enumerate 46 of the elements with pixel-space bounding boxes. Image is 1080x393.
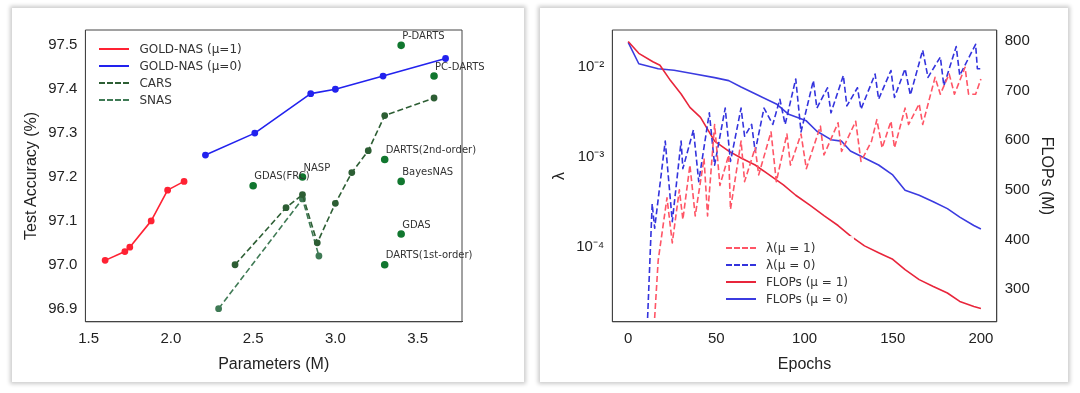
y-tick-label: 97.5 xyxy=(48,35,78,53)
x-tick-label: 100 xyxy=(792,328,818,346)
y2-tick-label: 800 xyxy=(1004,31,1030,49)
x-tick-label: 150 xyxy=(880,328,906,346)
legend-label: GOLD-NAS (μ=0) xyxy=(139,58,242,73)
y-tick-label: 97.1 xyxy=(48,211,78,229)
x-tick-label: 3.0 xyxy=(324,328,346,346)
legend-label: GOLD-NAS (μ=1) xyxy=(139,41,242,56)
y-tick-label: 97.3 xyxy=(48,123,78,141)
y-tick-label: 96.9 xyxy=(48,298,78,316)
annotation: PC-DARTS xyxy=(435,60,485,72)
y2-tick-label: 700 xyxy=(1004,80,1030,98)
y-axis-title: λ xyxy=(550,171,568,180)
y2-tick-label: 600 xyxy=(1004,130,1030,148)
y2-axis-title: FLOPs (M) xyxy=(1038,136,1056,216)
x-tick-label: 2.0 xyxy=(160,328,182,346)
x-axis-title: Epochs xyxy=(777,354,832,372)
legend-label: λ(μ = 0) xyxy=(765,258,816,273)
x-axis-title: Parameters (M) xyxy=(218,354,330,372)
legend-label: SNAS xyxy=(139,92,172,107)
y-tick-label: 97.0 xyxy=(48,254,78,272)
annotation: P-DARTS xyxy=(402,29,445,41)
y-tick-label: 97.2 xyxy=(48,167,78,185)
x-tick-label: 0 xyxy=(624,328,633,346)
y-tick-label: 10⁻⁴ xyxy=(576,236,605,254)
y2-tick-label: 400 xyxy=(1004,229,1030,247)
annotation: DARTS(2nd-order) xyxy=(385,144,477,156)
x-tick-label: 3.5 xyxy=(407,328,429,346)
legend-label: CARS xyxy=(139,75,172,90)
annotation: DARTS(1st-order) xyxy=(385,249,473,261)
y-axis-title: Test Accuracy (%) xyxy=(22,111,40,240)
legend-label: λ(μ = 1) xyxy=(765,241,816,256)
x-tick-label: 1.5 xyxy=(78,328,100,346)
y-tick-label: 10⁻² xyxy=(577,57,605,75)
annotation: BayesNAS xyxy=(402,165,454,177)
y2-tick-label: 500 xyxy=(1004,179,1030,197)
legend-label: FLOPs (μ = 0) xyxy=(765,292,848,307)
x-tick-label: 200 xyxy=(968,328,994,346)
y2-tick-label: 300 xyxy=(1004,279,1030,297)
annotation: GDAS xyxy=(402,218,431,230)
x-tick-label: 50 xyxy=(708,328,725,346)
y-tick-label: 97.4 xyxy=(48,79,78,97)
annotation: NASP xyxy=(303,161,331,173)
legend-label: FLOPs (μ = 1) xyxy=(765,275,848,290)
y-tick-label: 10⁻³ xyxy=(577,147,605,165)
x-tick-label: 2.5 xyxy=(242,328,264,346)
